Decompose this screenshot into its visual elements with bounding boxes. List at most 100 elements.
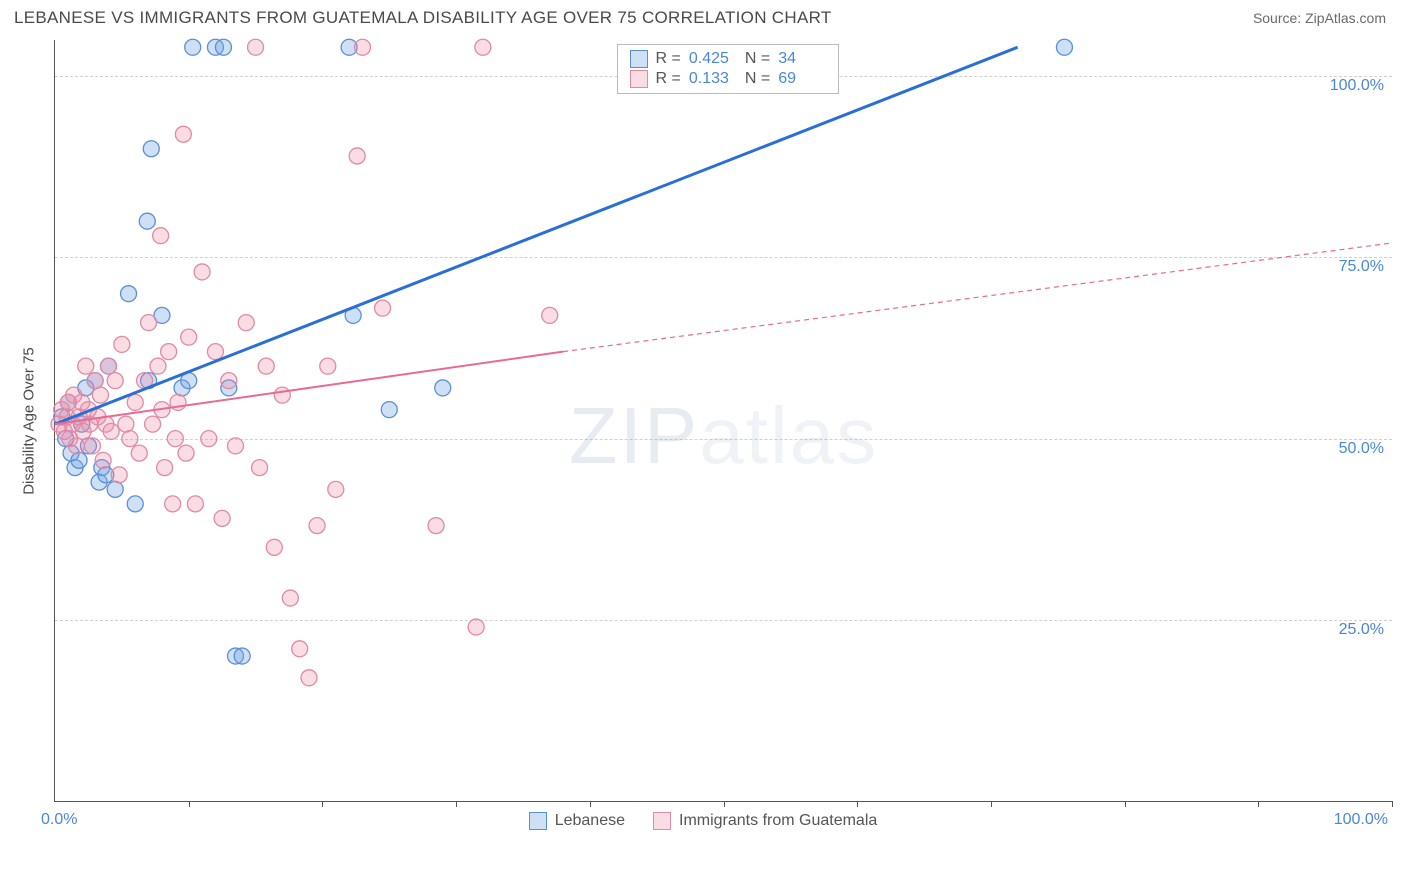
data-point-guatemala <box>201 431 217 447</box>
plot-area: Disability Age Over 75 25.0%50.0%75.0%10… <box>54 40 1392 802</box>
data-point-guatemala <box>309 518 325 534</box>
x-tick <box>456 801 457 807</box>
stat-n-label: N = <box>745 70 770 88</box>
data-point-guatemala <box>165 496 181 512</box>
stat-n-value: 34 <box>778 50 826 68</box>
swatch-icon <box>529 812 547 830</box>
data-point-guatemala <box>252 460 268 476</box>
scatter-plot-svg <box>55 40 1392 801</box>
data-point-guatemala <box>468 619 484 635</box>
x-tick <box>322 801 323 807</box>
trendline-guatemala <box>55 352 563 424</box>
x-tick <box>991 801 992 807</box>
stat-n-label: N = <box>745 50 770 68</box>
stat-r-value: 0.425 <box>689 50 737 68</box>
data-point-guatemala <box>221 373 237 389</box>
stats-legend-box: R = 0.425 N = 34 R = 0.133 N = 69 <box>617 44 840 94</box>
data-point-guatemala <box>175 126 191 142</box>
data-point-lebanese <box>234 648 250 664</box>
data-point-guatemala <box>68 438 84 454</box>
data-point-guatemala <box>428 518 444 534</box>
data-point-guatemala <box>150 358 166 374</box>
data-point-guatemala <box>320 358 336 374</box>
data-point-lebanese <box>127 496 143 512</box>
data-point-guatemala <box>475 39 491 55</box>
data-point-guatemala <box>141 315 157 331</box>
stat-r-value: 0.133 <box>689 70 737 88</box>
data-point-guatemala <box>274 387 290 403</box>
data-point-guatemala <box>266 539 282 555</box>
data-point-lebanese <box>143 141 159 157</box>
data-point-guatemala <box>131 445 147 461</box>
x-tick <box>1258 801 1259 807</box>
correlation-chart: Disability Age Over 75 25.0%50.0%75.0%10… <box>14 40 1392 832</box>
data-point-guatemala <box>95 452 111 468</box>
swatch-icon <box>630 70 648 88</box>
data-point-guatemala <box>542 307 558 323</box>
data-point-guatemala <box>181 329 197 345</box>
x-tick <box>857 801 858 807</box>
data-point-guatemala <box>161 344 177 360</box>
data-point-guatemala <box>248 39 264 55</box>
bottom-legend: Lebanese Immigrants from Guatemala <box>14 812 1392 830</box>
data-point-guatemala <box>122 431 138 447</box>
legend-label: Immigrants from Guatemala <box>679 812 877 830</box>
data-point-guatemala <box>111 467 127 483</box>
data-point-guatemala <box>214 510 230 526</box>
x-tick <box>1392 801 1393 807</box>
data-point-guatemala <box>153 228 169 244</box>
data-point-lebanese <box>71 452 87 468</box>
x-tick <box>1125 801 1126 807</box>
data-point-guatemala <box>258 358 274 374</box>
data-point-guatemala <box>282 590 298 606</box>
data-point-lebanese <box>185 39 201 55</box>
data-point-guatemala <box>355 39 371 55</box>
data-point-guatemala <box>103 423 119 439</box>
data-point-guatemala <box>187 496 203 512</box>
data-point-guatemala <box>100 358 116 374</box>
data-point-guatemala <box>87 373 103 389</box>
data-point-guatemala <box>178 445 194 461</box>
data-point-guatemala <box>114 336 130 352</box>
data-point-guatemala <box>227 438 243 454</box>
data-point-lebanese <box>1056 39 1072 55</box>
legend-item-guatemala: Immigrants from Guatemala <box>653 812 877 830</box>
data-point-guatemala <box>375 300 391 316</box>
data-point-guatemala <box>167 431 183 447</box>
swatch-icon <box>630 50 648 68</box>
data-point-lebanese <box>139 213 155 229</box>
x-tick <box>590 801 591 807</box>
data-point-guatemala <box>292 641 308 657</box>
data-point-lebanese <box>121 286 137 302</box>
data-point-guatemala <box>84 438 100 454</box>
data-point-guatemala <box>118 416 134 432</box>
stat-r-label: R = <box>656 50 681 68</box>
chart-title: LEBANESE VS IMMIGRANTS FROM GUATEMALA DI… <box>14 8 832 28</box>
x-tick <box>189 801 190 807</box>
data-point-guatemala <box>238 315 254 331</box>
data-point-guatemala <box>157 460 173 476</box>
data-point-lebanese <box>381 402 397 418</box>
swatch-icon <box>653 812 671 830</box>
data-point-lebanese <box>107 481 123 497</box>
trendline-lebanese <box>55 47 1018 424</box>
data-point-guatemala <box>78 358 94 374</box>
stats-row-lebanese: R = 0.425 N = 34 <box>630 49 827 69</box>
stats-row-guatemala: R = 0.133 N = 69 <box>630 69 827 89</box>
y-axis-title: Disability Age Over 75 <box>21 347 38 495</box>
legend-label: Lebanese <box>555 812 625 830</box>
data-point-guatemala <box>328 481 344 497</box>
data-point-guatemala <box>92 387 108 403</box>
data-point-guatemala <box>145 416 161 432</box>
stat-n-value: 69 <box>778 70 826 88</box>
data-point-guatemala <box>194 264 210 280</box>
data-point-guatemala <box>127 394 143 410</box>
data-point-guatemala <box>349 148 365 164</box>
legend-item-lebanese: Lebanese <box>529 812 625 830</box>
trendline-ext-guatemala <box>563 243 1392 352</box>
data-point-guatemala <box>301 670 317 686</box>
data-point-lebanese <box>215 39 231 55</box>
stat-r-label: R = <box>656 70 681 88</box>
data-point-lebanese <box>435 380 451 396</box>
source-attribution: Source: ZipAtlas.com <box>1253 10 1386 26</box>
